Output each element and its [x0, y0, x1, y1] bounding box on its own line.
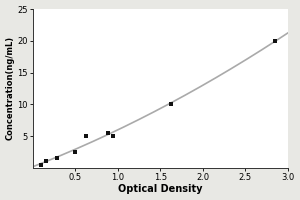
Y-axis label: Concentration(ng/mL): Concentration(ng/mL) [6, 36, 15, 140]
X-axis label: Optical Density: Optical Density [118, 184, 202, 194]
